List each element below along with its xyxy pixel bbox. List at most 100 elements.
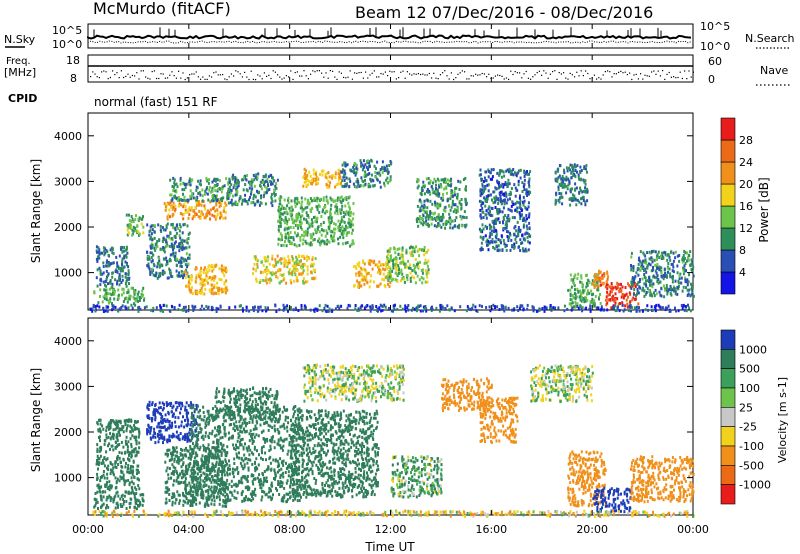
power-cell-4	[193, 214, 196, 218]
power-cell-21	[467, 306, 470, 310]
power-cell-14	[457, 179, 460, 183]
power-cell-9	[342, 233, 344, 237]
power-cell-18	[603, 272, 606, 276]
power-cell-15	[504, 198, 506, 202]
power-cell-8	[311, 277, 314, 281]
power-cell-8	[252, 267, 255, 271]
power-cell-21	[588, 307, 591, 311]
power-cell-21	[114, 305, 117, 309]
power-cell-15	[486, 225, 488, 229]
power-cell-15	[517, 179, 520, 183]
power-cell-7	[228, 177, 231, 181]
power-cell-9	[346, 241, 349, 245]
power-cell-17	[595, 280, 598, 284]
power-cell-11	[359, 159, 362, 163]
power-cell-19	[615, 287, 618, 291]
power-cell-3	[184, 263, 187, 267]
velocity-cell-1	[115, 445, 118, 448]
power-cell-15	[518, 212, 521, 216]
power-cell-11	[353, 171, 356, 175]
power-cell-21	[155, 306, 158, 310]
power-cell-13	[417, 262, 419, 266]
velocity-cell-1	[125, 490, 128, 494]
power-cell-14	[438, 224, 441, 228]
nave-point	[662, 70, 664, 72]
velocity-cell-1	[120, 476, 123, 480]
nsearch-label: N.Search	[745, 32, 795, 45]
power-cell-0	[138, 296, 141, 299]
power-cell-7	[270, 192, 273, 196]
nsky-label: N.Sky	[4, 33, 36, 46]
power-cell-21	[292, 308, 295, 312]
power-cell-15	[507, 178, 510, 182]
power-cell-16	[574, 169, 577, 172]
power-cell-0	[102, 295, 105, 299]
power-cell-20	[660, 266, 663, 270]
power-cell-0	[141, 289, 144, 293]
power-cell-12	[362, 259, 364, 263]
power-cell-5	[201, 194, 204, 198]
nave-point	[692, 71, 694, 73]
power-cell-15	[497, 202, 500, 205]
power-cell-9	[279, 221, 282, 225]
power-cell-16	[558, 164, 561, 167]
power-cell-9	[281, 238, 283, 241]
power-cell-3	[184, 258, 187, 262]
velocity-cell-1	[127, 466, 130, 470]
power-cell-16	[554, 171, 557, 175]
power-cell-5	[199, 179, 202, 183]
power-cell-9	[348, 210, 351, 214]
power-cell-14	[456, 209, 459, 213]
power-cell-3	[179, 225, 182, 229]
power-cell-15	[528, 221, 531, 225]
power-cell-19	[625, 292, 628, 296]
power-cell-9	[320, 240, 323, 244]
power-cell-4	[209, 208, 212, 212]
y-tick-label: 4000	[54, 130, 82, 143]
velocity-cell-1	[135, 427, 138, 431]
power-cell-7	[249, 182, 252, 186]
power-cell-12	[357, 285, 359, 289]
power-cell-11	[345, 176, 348, 180]
power-cell-19	[617, 302, 620, 306]
power-cell-20	[669, 272, 672, 276]
power-cell-9	[296, 212, 298, 216]
power-cell-15	[483, 196, 486, 200]
power-cell-7	[234, 183, 237, 187]
power-cell-14	[449, 216, 452, 220]
power-cell-9	[329, 196, 332, 200]
power-cell-6	[213, 283, 216, 287]
power-cell-21	[579, 304, 582, 308]
power-cell-21	[282, 307, 285, 311]
power-cell-21	[205, 305, 208, 308]
power-cell-2	[130, 215, 133, 218]
power-cell-8	[254, 255, 257, 259]
power-cell-3	[162, 228, 165, 232]
power-cell-15	[516, 200, 519, 204]
power-cell-14	[455, 216, 458, 220]
power-cell-5	[220, 190, 223, 194]
power-cell-15	[505, 194, 508, 198]
power-cell-9	[297, 224, 300, 227]
power-cell-8	[311, 258, 314, 262]
velocity-cell-1	[114, 422, 117, 425]
power-cell-15	[487, 170, 490, 173]
power-cell-9	[288, 206, 291, 210]
power-cell-9	[295, 234, 298, 238]
velocity-cell-1	[117, 463, 120, 466]
power-cell-3	[163, 271, 166, 275]
power-cell-4	[206, 209, 209, 213]
power-cell-5	[211, 180, 214, 184]
velocity-cell-1	[99, 418, 102, 422]
velocity-cell-1	[122, 458, 125, 462]
power-cell-11	[383, 168, 386, 172]
power-cell-1	[125, 245, 128, 249]
velocity-cell-1	[102, 490, 104, 494]
power-cell-12	[358, 273, 361, 277]
power-cell-13	[411, 250, 414, 254]
power-cell-9	[306, 227, 309, 231]
power-cell-3	[148, 257, 151, 261]
power-cell-21	[576, 304, 579, 308]
power-cell-5	[173, 189, 176, 193]
power-cell-5	[205, 176, 208, 180]
